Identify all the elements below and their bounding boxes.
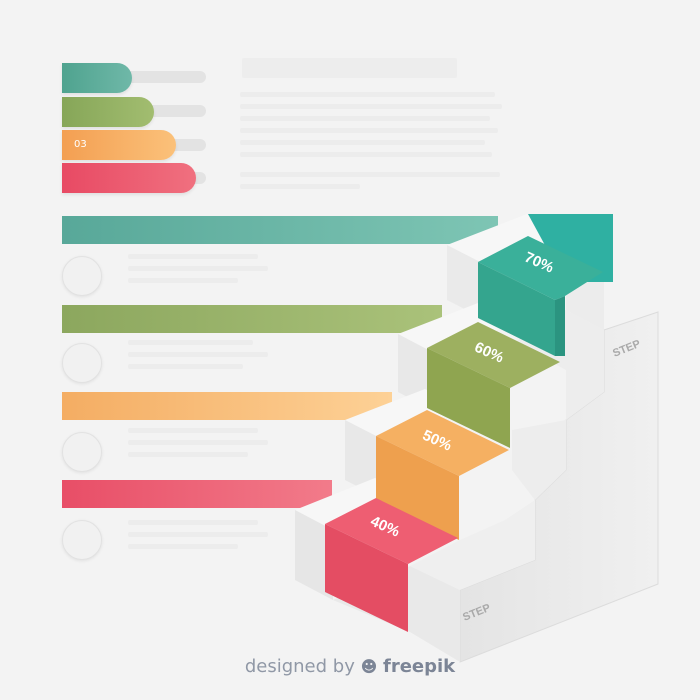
step-40-tread [325, 498, 458, 564]
step-50-front [376, 436, 459, 540]
step-60-front [427, 348, 510, 448]
circle-icon [62, 256, 102, 296]
step-40-front [325, 524, 408, 632]
band-pink [62, 480, 332, 508]
step-60-tread [427, 322, 560, 388]
footer-brand: freepik [383, 656, 456, 677]
level-bar-4 [62, 163, 196, 193]
step-70-side [555, 296, 565, 356]
stair-block-4-front [447, 245, 486, 320]
level-bar-label: 03 [74, 139, 87, 150]
band-green [62, 305, 442, 333]
step-70-tread [478, 236, 603, 300]
footer-prefix: designed by [244, 656, 355, 677]
level-bar-1 [62, 63, 132, 93]
band-teal [62, 216, 498, 244]
step-70-front [478, 262, 555, 356]
stair-block-1-front [295, 510, 333, 600]
freepik-logo-icon: ☻ [360, 657, 378, 676]
step-70-top [528, 214, 613, 282]
step-50-tread [376, 410, 509, 476]
footer-credit: designed by ☻ freepik [0, 656, 700, 677]
circle-icon [62, 432, 102, 472]
circle-icon [62, 520, 102, 560]
stair-block-2-side [512, 420, 566, 500]
level-bar-2 [62, 97, 154, 127]
level-bar-3: 03 [62, 130, 176, 160]
circle-icon [62, 343, 102, 383]
stair-base-side [410, 500, 535, 590]
band-orange [62, 392, 392, 420]
